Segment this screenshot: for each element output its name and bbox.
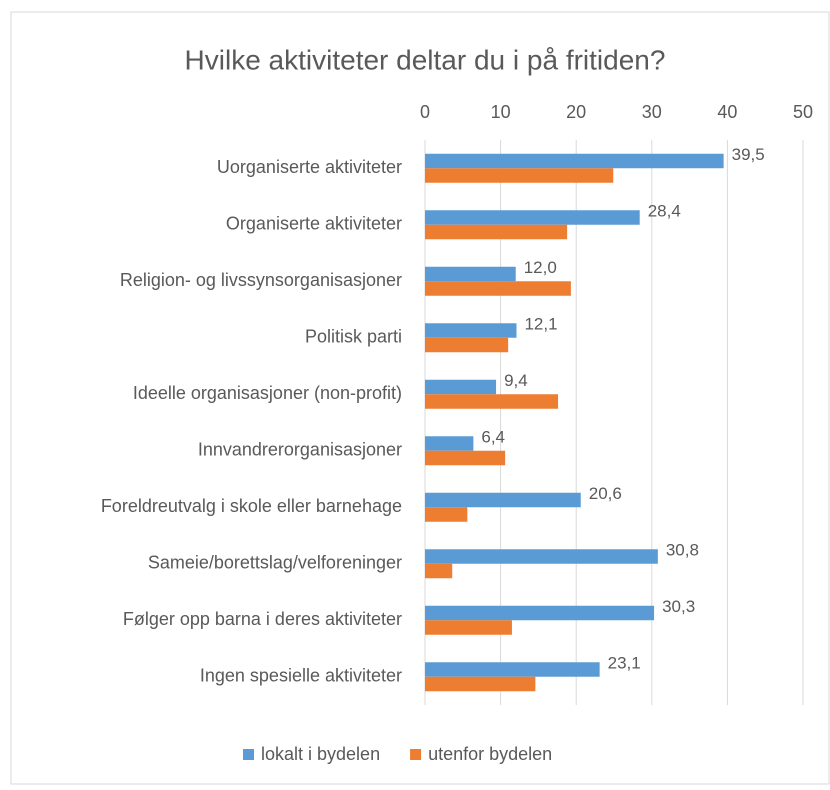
value-label: 23,1	[608, 654, 641, 673]
category-label: Organiserte aktiviteter	[226, 214, 402, 234]
bar	[425, 323, 517, 338]
bar	[425, 549, 658, 564]
bar	[425, 450, 506, 466]
bar	[425, 224, 568, 240]
x-tick-label: 40	[717, 102, 737, 122]
x-tick-label: 20	[566, 102, 586, 122]
bar	[425, 266, 516, 282]
bar	[425, 620, 512, 635]
legend-label: lokalt i bydelen	[261, 744, 380, 764]
x-tick-label: 0	[420, 102, 430, 122]
bar	[425, 153, 724, 169]
category-label: Ideelle organisasjoner (non-profit)	[133, 383, 402, 403]
chart-title: Hvilke aktiviteter deltar du i på fritid…	[185, 44, 666, 75]
value-label: 12,1	[524, 315, 557, 334]
value-label: 9,4	[504, 371, 528, 390]
bar	[425, 492, 581, 508]
value-label: 30,3	[662, 597, 695, 616]
value-label: 6,4	[481, 428, 505, 447]
category-label: Sameie/borettslag/velforeninger	[148, 553, 402, 573]
value-label: 30,8	[666, 541, 699, 560]
legend-swatch	[243, 749, 254, 760]
bar	[425, 337, 509, 353]
x-tick-label: 10	[491, 102, 511, 122]
bar	[425, 563, 453, 579]
category-label: Ingen spesielle aktiviteter	[200, 666, 402, 686]
chart-frame	[10, 11, 830, 785]
category-label: Religion- og livssynsorganisasjoner	[120, 270, 402, 290]
legend-swatch	[410, 749, 422, 760]
bar	[425, 676, 536, 692]
bar	[425, 507, 468, 522]
legend-label: utenfor bydelen	[428, 744, 552, 764]
x-tick-label: 30	[642, 102, 662, 122]
value-label: 12,0	[524, 258, 557, 277]
value-label: 28,4	[648, 202, 681, 221]
category-label: Uorganiserte aktiviteter	[217, 157, 402, 177]
x-tick-label: 50	[793, 102, 813, 122]
bar	[425, 168, 614, 183]
category-label: Innvandrerorganisasjoner	[198, 440, 402, 460]
bar	[425, 436, 474, 451]
bar	[425, 605, 655, 621]
bar	[425, 210, 640, 225]
bar	[425, 379, 497, 395]
category-label: Foreldreutvalg i skole eller barnehage	[101, 496, 402, 516]
value-label: 20,6	[589, 484, 622, 503]
category-label: Følger opp barna i deres aktiviteter	[123, 609, 402, 629]
category-label: Politisk parti	[305, 327, 402, 347]
bar	[425, 394, 559, 409]
value-label: 39,5	[732, 145, 765, 164]
bar	[425, 281, 571, 296]
bar	[425, 662, 600, 677]
